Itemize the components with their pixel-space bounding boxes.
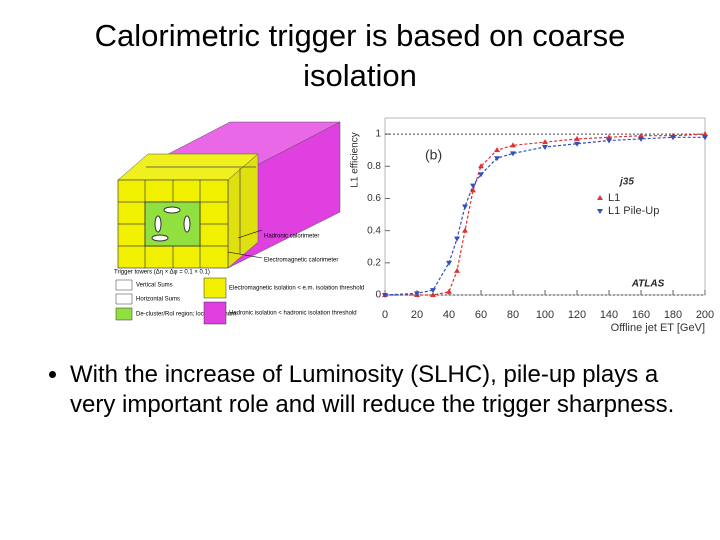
data-point xyxy=(462,227,468,233)
data-point xyxy=(638,136,644,142)
x-tick-label: 200 xyxy=(696,309,714,321)
data-point xyxy=(510,142,516,148)
y-tick-label: 0.6 xyxy=(367,193,381,204)
label-vertical: Vertical Sums xyxy=(136,283,173,289)
y-tick-label: 0 xyxy=(375,290,381,301)
sum-marker xyxy=(151,234,169,242)
x-tick-label: 20 xyxy=(411,309,423,321)
x-tick-label: 80 xyxy=(507,309,519,321)
data-point xyxy=(606,138,612,144)
data-point xyxy=(454,267,460,273)
data-point xyxy=(462,204,468,210)
label-hadronic: Hadronic calorimeter xyxy=(264,234,319,240)
data-point xyxy=(446,260,452,266)
pointer xyxy=(227,251,263,259)
data-point xyxy=(702,131,708,137)
label-em: Electromagnetic calorimeter xyxy=(264,258,338,264)
data-point xyxy=(574,141,580,147)
data-point xyxy=(494,147,500,153)
series-line xyxy=(385,133,706,296)
data-point xyxy=(606,134,612,140)
legend-box xyxy=(115,279,133,291)
y-tick-label: 0.4 xyxy=(367,225,381,236)
y-tick-label: 1 xyxy=(375,129,381,140)
bullet-list: With the increase of Luminosity (SLHC), … xyxy=(40,360,680,420)
x-tick-label: 60 xyxy=(475,309,487,321)
y-tick-label: 0.2 xyxy=(367,257,381,268)
series-line xyxy=(384,136,705,296)
slide-title: Calorimetric trigger is based on coarse … xyxy=(94,18,626,93)
y-tick-label: 0.8 xyxy=(367,161,381,172)
data-point xyxy=(542,144,548,150)
label-horizontal: Horizontal Sums xyxy=(136,297,180,303)
data-point xyxy=(454,236,460,242)
legend-label: L1 Pile-Up xyxy=(608,205,659,217)
x-tick-label: 40 xyxy=(443,309,455,321)
legend-marker xyxy=(597,195,603,200)
data-point xyxy=(510,151,516,157)
pointer xyxy=(237,229,263,239)
y-axis-label: L1 efficiency xyxy=(350,132,361,187)
data-point xyxy=(430,292,436,297)
calorimeter-diagram: Hadronic calorimeter Electromagnetic cal… xyxy=(114,121,364,325)
label-towers: Trigger towers (Δη × Δφ = 0.1 × 0.1) xyxy=(114,270,210,276)
x-tick-label: 0 xyxy=(382,309,388,321)
data-point xyxy=(638,132,644,138)
sum-marker xyxy=(163,206,181,214)
data-point xyxy=(478,172,484,178)
data-point xyxy=(478,163,484,169)
sum-marker xyxy=(183,215,191,233)
panel-label: (b) xyxy=(425,147,442,163)
label-had-iso: Hadronic isolation < hadronic isolation … xyxy=(229,311,357,317)
bullet: With the increase of Luminosity (SLHC), … xyxy=(70,360,680,420)
label-declusters: De-cluster/RoI region; local maximum xyxy=(136,312,236,318)
experiment-label: ATLAS xyxy=(631,279,665,290)
legend-box xyxy=(115,307,133,321)
data-point xyxy=(574,135,580,141)
data-point xyxy=(542,139,548,145)
figure: Hadronic calorimeter Electromagnetic cal… xyxy=(114,117,714,334)
legend-box xyxy=(203,301,227,325)
sum-marker xyxy=(154,215,162,233)
legend-title: j35 xyxy=(618,177,634,188)
data-point xyxy=(470,183,476,189)
data-point xyxy=(414,291,420,297)
data-point xyxy=(494,156,500,162)
data-point xyxy=(702,135,708,141)
x-tick-label: 160 xyxy=(632,309,650,321)
x-tick-label: 140 xyxy=(600,309,618,321)
x-tick-label: 180 xyxy=(664,309,682,321)
legend-box xyxy=(203,277,227,299)
label-em-iso: Electromagnetic isolation < e.m. isolati… xyxy=(229,286,364,292)
legend-marker xyxy=(597,209,603,214)
x-axis-label: Offline jet ET [GeV] xyxy=(611,322,705,334)
x-tick-label: 100 xyxy=(536,309,554,321)
data-point xyxy=(382,293,388,298)
legend-box xyxy=(115,293,133,305)
legend-label: L1 xyxy=(608,192,620,204)
data-point xyxy=(446,288,452,294)
data-point xyxy=(430,288,436,294)
x-tick-label: 120 xyxy=(568,309,586,321)
data-point xyxy=(670,135,676,141)
